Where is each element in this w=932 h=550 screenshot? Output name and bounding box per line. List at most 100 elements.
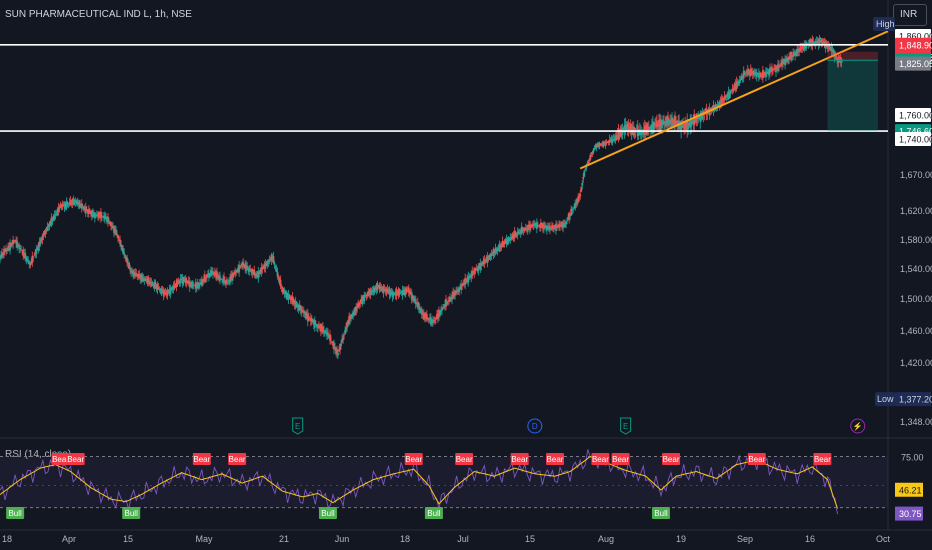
- candle-body: [230, 275, 232, 280]
- candle-body: [321, 327, 323, 332]
- candle-body: [642, 128, 645, 135]
- candle-body: [641, 130, 644, 135]
- candle-body: [117, 235, 119, 239]
- candle-body: [217, 274, 219, 279]
- candle-body: [509, 237, 512, 240]
- candle-body: [114, 228, 116, 232]
- candle-body: [298, 304, 301, 311]
- candle-body: [171, 286, 174, 291]
- candle-body: [510, 236, 513, 239]
- candle-body: [447, 301, 449, 302]
- rsi-signal-bg: [455, 453, 474, 465]
- candle-body: [792, 52, 795, 57]
- candle-body: [690, 120, 693, 127]
- candle-body: [548, 226, 550, 230]
- candle-body: [222, 278, 224, 282]
- candle-body: [787, 57, 789, 62]
- candle-body: [457, 289, 460, 291]
- currency-selector[interactable]: INR: [893, 4, 927, 26]
- candle-body: [323, 329, 325, 333]
- candle-body: [127, 263, 130, 265]
- rsi-signal-label: Bear: [511, 455, 528, 464]
- candle-body: [385, 288, 388, 293]
- candle-body: [265, 263, 268, 266]
- candle-body: [143, 277, 146, 281]
- candle-body: [256, 273, 259, 277]
- candle-body: [471, 270, 474, 277]
- candle-body: [175, 280, 178, 287]
- candle-body: [229, 276, 231, 283]
- event-marker-label: D: [532, 422, 538, 431]
- candle-body: [759, 72, 762, 78]
- candle-body: [602, 141, 605, 147]
- candle-body: [579, 194, 582, 197]
- candle-body: [580, 187, 583, 192]
- candle-body: [32, 257, 35, 259]
- candle-body: [618, 132, 621, 138]
- candle-body: [616, 135, 619, 139]
- candle-body: [31, 256, 34, 263]
- candle-body: [693, 114, 696, 126]
- candle-body: [282, 289, 285, 293]
- candle-body: [558, 223, 560, 228]
- candle-body: [179, 278, 182, 283]
- rsi-value-label: 46.21: [895, 482, 923, 497]
- rsi-signal-bear: Bear: [510, 453, 529, 465]
- candle-body: [494, 248, 497, 254]
- candle-body: [777, 63, 779, 72]
- rsi-signal-label: Bear: [405, 455, 422, 464]
- candle-body: [446, 301, 448, 305]
- candle-body: [250, 270, 253, 273]
- candle-body: [240, 265, 243, 267]
- candle-body: [676, 120, 678, 126]
- candle-body: [128, 262, 131, 269]
- candle-body: [525, 228, 528, 229]
- candle-body: [807, 43, 810, 45]
- candle-body: [731, 88, 734, 91]
- candle-body: [91, 212, 94, 217]
- candle-body: [373, 287, 376, 294]
- candle-body: [768, 69, 770, 76]
- candle-body: [830, 47, 833, 51]
- candle-body: [496, 248, 499, 252]
- time-axis-tick: 21: [279, 534, 289, 544]
- candle-body: [449, 297, 451, 302]
- candle-body: [267, 261, 270, 263]
- rsi-signal-label: Bull: [125, 509, 139, 518]
- candle-body: [799, 46, 802, 52]
- candle-body: [352, 313, 355, 316]
- candle-body: [576, 199, 579, 205]
- candle-body: [765, 71, 767, 77]
- candle-body: [268, 260, 271, 262]
- candle-body: [819, 41, 822, 43]
- candle-body: [5, 248, 7, 252]
- candle-body: [719, 101, 722, 105]
- candle-body: [372, 290, 375, 292]
- candle-body: [102, 216, 104, 218]
- candle-body: [823, 42, 826, 44]
- candle-body: [531, 225, 534, 226]
- candle-body: [461, 284, 464, 287]
- candle-body: [827, 45, 830, 48]
- candle-body: [534, 223, 537, 226]
- candle-body: [527, 224, 530, 230]
- candle-body: [529, 224, 532, 228]
- candle-body: [802, 43, 805, 50]
- candle-body: [125, 256, 128, 262]
- candle-body: [75, 200, 78, 205]
- candle-body: [551, 225, 553, 230]
- candle-body: [2, 253, 4, 255]
- candle-body: [571, 210, 574, 212]
- candle-body: [260, 267, 263, 273]
- candle-body: [182, 277, 185, 282]
- rsi-signal-label: Bear: [547, 455, 564, 464]
- candle-body: [473, 268, 476, 275]
- candle-body: [526, 225, 529, 232]
- candle-body: [361, 296, 364, 305]
- candle-body: [0, 254, 2, 259]
- candle-body: [781, 60, 783, 66]
- rsi-sma-value-bg: [895, 506, 923, 521]
- candle-body: [444, 303, 446, 307]
